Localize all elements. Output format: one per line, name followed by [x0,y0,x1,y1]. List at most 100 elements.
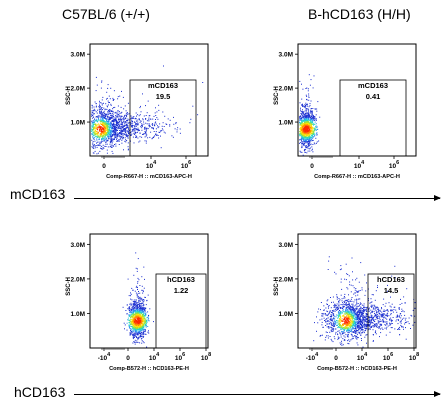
event-dot [106,108,108,110]
event-dot [142,133,143,135]
event-dot [309,137,311,139]
event-dot [137,311,139,313]
event-dot [112,124,114,125]
event-dot [111,110,113,112]
event-dot [130,117,132,119]
event-dot [123,121,125,123]
event-dot [117,96,119,98]
event-dot [398,319,399,321]
event-dot [312,130,314,132]
event-dot [109,110,111,112]
event-dot [106,137,108,139]
column-title-b-hcd163: B-hCD163 (H/H) [308,6,411,22]
event-dot [305,119,307,120]
event-dot [138,291,139,292]
event-dot [132,311,134,313]
event-dot [145,128,147,130]
event-dot [135,120,137,122]
event-dot [316,118,317,120]
event-dot [355,317,357,319]
x-tick-label: 0 [126,355,130,362]
event-dot [316,126,318,128]
event-dot [351,309,353,311]
event-dot [134,317,136,318]
event-dot [135,334,137,336]
event-dot [110,131,112,133]
event-dot [157,127,159,129]
event-dot [129,310,131,312]
event-dot [145,135,147,137]
event-dot [392,311,394,313]
event-dot [350,325,351,327]
event-dot [112,115,114,117]
event-dot [347,317,349,319]
event-dot [138,314,140,316]
event-dot [313,130,315,131]
event-dot [357,317,359,319]
event-dot [113,134,115,136]
event-dot [136,333,138,335]
event-dot [302,143,304,145]
event-dot [116,125,118,127]
event-dot [311,124,313,125]
event-dot [142,309,144,311]
event-dot [311,110,313,112]
event-dot [125,110,127,112]
event-dot [315,119,317,121]
event-dot [362,325,364,327]
event-dot [348,294,349,296]
event-dot [362,311,364,313]
event-dot [130,311,132,313]
event-dot [134,314,136,316]
event-dot [346,273,348,275]
event-dot [307,144,309,146]
event-dot [299,80,301,82]
event-dot [179,132,181,134]
event-dot [116,130,118,131]
event-dot [139,311,141,313]
event-dot [145,320,146,322]
event-dot [98,119,99,121]
event-dot [107,139,109,141]
event-dot [130,317,132,319]
event-dot [301,138,303,140]
event-dot [104,136,106,138]
gate-percent: 0.41 [366,92,381,101]
event-dot [135,306,137,308]
event-dot [309,130,311,132]
event-dot [360,333,362,335]
event-dot [138,336,140,338]
event-dot [102,135,104,137]
event-dot [94,145,96,147]
event-dot [135,308,137,309]
event-dot [305,119,307,121]
event-dot [110,110,112,112]
event-dot [305,134,306,135]
event-dot [91,104,93,106]
event-dot [137,302,139,303]
event-dot [313,115,314,117]
event-dot [311,129,313,131]
event-dot [343,323,345,325]
event-dot [351,257,353,259]
event-dot [139,308,141,310]
event-dot [111,150,113,152]
event-dot [357,303,359,304]
event-dot [377,285,378,287]
event-dot [310,112,312,114]
event-dot [308,142,310,144]
event-dot [335,321,337,323]
event-dot [134,318,136,320]
event-dot [402,318,403,320]
event-dot [310,110,312,112]
event-dot [153,115,155,117]
event-dot [389,319,391,321]
event-dot [109,124,111,126]
event-dot [301,135,303,137]
event-dot [314,119,316,121]
event-dot [144,320,146,322]
event-dot [386,318,388,320]
event-dot [110,134,112,136]
event-dot [306,114,308,116]
event-dot [354,292,356,294]
